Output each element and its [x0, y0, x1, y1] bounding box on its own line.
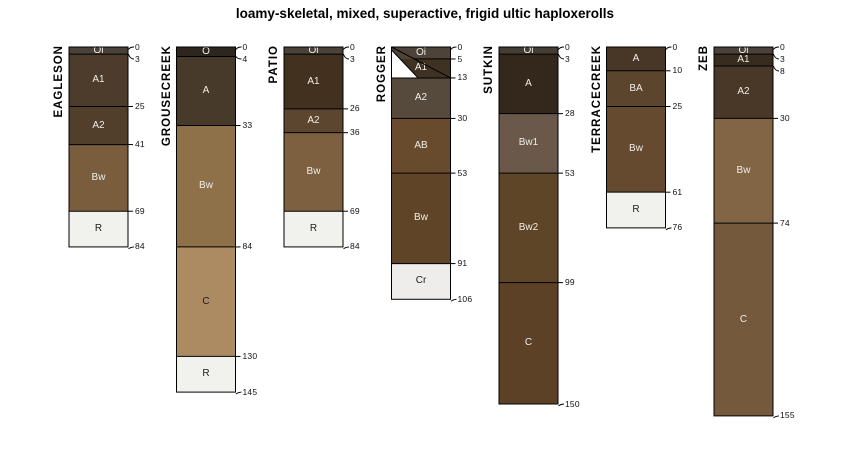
depth-tick-label: 28	[565, 108, 575, 119]
horizon-band	[69, 144, 128, 212]
depth-tick-label: 53	[565, 167, 575, 178]
depth-tick-label: 3	[780, 53, 785, 64]
horizon-band	[606, 47, 666, 71]
horizon-band	[499, 54, 558, 114]
horizon-band	[714, 66, 773, 119]
depth-tick-label: 84	[242, 241, 253, 252]
horizon-band	[606, 106, 666, 193]
depth-tick-label: 0	[350, 41, 355, 52]
horizon-band	[391, 263, 451, 300]
depth-tick-label: 69	[350, 205, 360, 216]
horizon-band	[391, 118, 451, 174]
depth-tick-label: 8	[780, 65, 785, 76]
depth-tick-label: 3	[565, 53, 570, 64]
horizon-band	[284, 211, 343, 247]
depth-tick-label: 0	[780, 41, 785, 52]
profile-name-text: ROGGER	[375, 45, 388, 103]
horizon-band	[391, 77, 451, 119]
depth-tick-label: 130	[242, 350, 258, 361]
depth-tick-label: 10	[672, 65, 683, 76]
horizon-band	[391, 58, 451, 78]
horizon-band	[499, 113, 558, 174]
horizon-band	[69, 54, 128, 107]
profile-name-text: PATIO	[268, 45, 280, 84]
horizon-band	[714, 47, 773, 55]
depth-tick-label: 74	[780, 217, 790, 228]
horizon-band	[176, 125, 236, 247]
depth-tick-label: 0	[672, 41, 678, 52]
horizon-band	[714, 118, 773, 224]
depth-tick-label: 30	[780, 112, 790, 123]
horizon-band	[714, 54, 773, 67]
depth-tick-label: 36	[350, 127, 360, 138]
horizon-band	[69, 106, 128, 145]
depth-tick-label: 25	[672, 101, 683, 111]
profile-name-text: TERRACECREEK	[590, 45, 603, 153]
depth-tick-label: 13	[457, 72, 468, 83]
depth-tick-label: 41	[135, 139, 145, 150]
depth-tick-label: 69	[135, 205, 145, 216]
horizon-band	[499, 173, 558, 283]
depth-tick-label: 5	[457, 53, 463, 64]
profile-name-text: EAGLESON	[53, 45, 65, 118]
horizon-band	[69, 47, 128, 55]
horizon-band	[606, 70, 666, 107]
depth-tick-label: 91	[457, 258, 468, 269]
horizon-band	[176, 246, 236, 357]
depth-tick-label: 84	[350, 241, 360, 252]
depth-tick-label: 155	[780, 410, 795, 421]
horizon-band	[499, 47, 558, 55]
depth-tick-label: 106	[457, 293, 473, 304]
depth-tick-label: 99	[565, 277, 575, 288]
depth-tick-label: 53	[457, 167, 468, 178]
depth-tick-label: 3	[350, 53, 355, 64]
horizon-band	[499, 282, 558, 404]
depth-tick-label: 145	[242, 386, 258, 397]
depth-tick-label: 150	[565, 398, 580, 409]
horizon-band	[69, 211, 128, 247]
depth-tick-label: 0	[565, 41, 570, 52]
depth-tick-label: 25	[135, 101, 145, 111]
depth-tick-label: 0	[242, 41, 248, 52]
depth-tick-label: 0	[135, 41, 140, 52]
depth-tick-label: 0	[457, 41, 463, 52]
horizon-band	[284, 54, 343, 109]
depth-tick-label: 3	[135, 53, 140, 64]
depth-tick-label: 33	[242, 120, 253, 131]
depth-tick-label: 26	[350, 103, 360, 114]
depth-tick-label: 30	[457, 112, 468, 123]
horizon-band	[284, 132, 343, 212]
horizon-band	[714, 223, 773, 416]
depth-tick-label: 4	[242, 53, 248, 64]
horizon-band	[176, 47, 236, 57]
profile-name-text: SUTKIN	[483, 45, 495, 94]
horizon-band	[176, 56, 236, 126]
plot-title: loamy-skeletal, mixed, superactive, frig…	[235, 6, 615, 21]
depth-tick-label: 61	[672, 186, 683, 197]
horizon-band	[606, 192, 666, 228]
horizon-band	[391, 173, 451, 264]
horizon-band	[391, 47, 451, 59]
depth-tick-label: 84	[135, 241, 145, 252]
horizon-band	[284, 47, 343, 55]
horizon-band	[284, 108, 343, 133]
horizon-band	[176, 356, 236, 393]
profile-name-text: ZEB	[698, 45, 710, 71]
profile-name-text: GROUSECREEK	[160, 45, 173, 147]
depth-tick-label: 76	[672, 222, 683, 233]
